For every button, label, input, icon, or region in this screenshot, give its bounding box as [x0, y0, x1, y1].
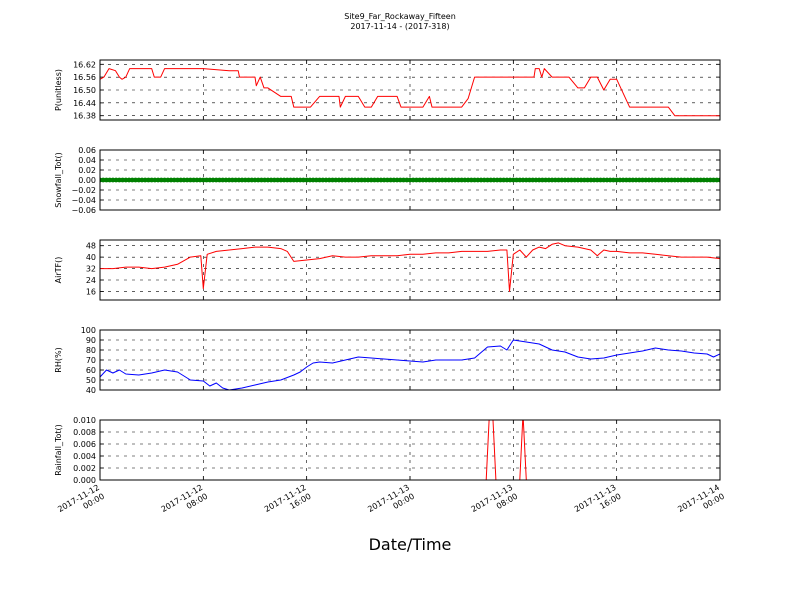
- panel-frame: [99, 59, 721, 121]
- figure-title: Site9_Far_Rockaway_Fifteen: [344, 12, 456, 21]
- chart-panel-5: 0.010 0.008 0.006 0.004 0.002 0.000 Rainfall_T…: [54, 416, 721, 485]
- chart-panels: 16.62 16.56 16.50 16.44 16.38 P(unitless) 0.06…: [54, 59, 721, 485]
- y-tick-label: −0.04: [71, 196, 96, 205]
- y-tick-label: 16.62: [73, 60, 96, 69]
- y-axis-label: Rainfall_Tot(): [54, 424, 63, 476]
- y-tick-label: 50: [86, 376, 96, 385]
- y-axis-label: RH(%): [54, 347, 63, 372]
- y-tick-label: 0.04: [78, 156, 96, 165]
- panel-frame: [99, 329, 721, 391]
- y-axis-label: Snowfall_Tot(): [54, 152, 63, 208]
- y-tick-label: 16.56: [73, 73, 96, 82]
- chart-panel-1: 16.62 16.56 16.50 16.44 16.38 P(unitless): [54, 59, 721, 121]
- y-tick-label: 100: [81, 326, 96, 335]
- chart-panel-3: 48 40 32 24 16 AirTF(): [54, 239, 721, 301]
- y-tick-label: 32: [86, 265, 96, 274]
- y-tick-label: 48: [86, 242, 96, 251]
- panel-frame: [99, 419, 721, 481]
- y-tick-label: 0.00: [78, 176, 96, 185]
- y-tick-label: 0.008: [73, 428, 96, 437]
- y-tick-label: 16.50: [73, 86, 96, 95]
- y-tick-label: 0.004: [73, 452, 96, 461]
- panel-frame: [99, 239, 721, 301]
- y-tick-label: 0.006: [73, 440, 96, 449]
- x-axis-label: Date/Time: [369, 535, 452, 554]
- y-tick-label: 90: [86, 336, 96, 345]
- y-tick-label: 0.010: [73, 416, 96, 425]
- y-tick-label: 80: [86, 346, 96, 355]
- y-tick-label: 16: [86, 287, 96, 296]
- panel-frame: [99, 149, 721, 211]
- y-tick-label: 40: [86, 253, 96, 262]
- y-axis-label: P(unitless): [54, 69, 63, 111]
- y-axis-label: AirTF(): [54, 257, 63, 284]
- y-tick-label: 0.002: [73, 464, 96, 473]
- y-tick-label: 0.02: [78, 166, 96, 175]
- series-line: [100, 420, 720, 480]
- y-tick-label: −0.06: [71, 206, 96, 215]
- y-tick-label: 16.44: [73, 99, 96, 108]
- series-points: [100, 177, 720, 183]
- figure-subtitle: 2017-11-14 - (2017-318): [350, 22, 449, 31]
- y-tick-label: 0.000: [73, 476, 96, 485]
- y-tick-label: −0.02: [71, 186, 96, 195]
- y-tick-label: 16.38: [73, 112, 96, 121]
- series-line: [100, 68, 720, 117]
- y-tick-label: 24: [86, 276, 96, 285]
- y-tick-label: 70: [86, 356, 96, 365]
- series-line: [100, 339, 720, 390]
- y-tick-label: 60: [86, 366, 96, 375]
- chart-panel-2: 0.060.040.020.00−0.02−0.04−0.06 Snowfall_…: [54, 146, 721, 215]
- series-line: [100, 242, 720, 292]
- data-point: [717, 177, 720, 183]
- y-tick-label: 40: [86, 386, 96, 395]
- y-tick-label: 0.06: [78, 146, 96, 155]
